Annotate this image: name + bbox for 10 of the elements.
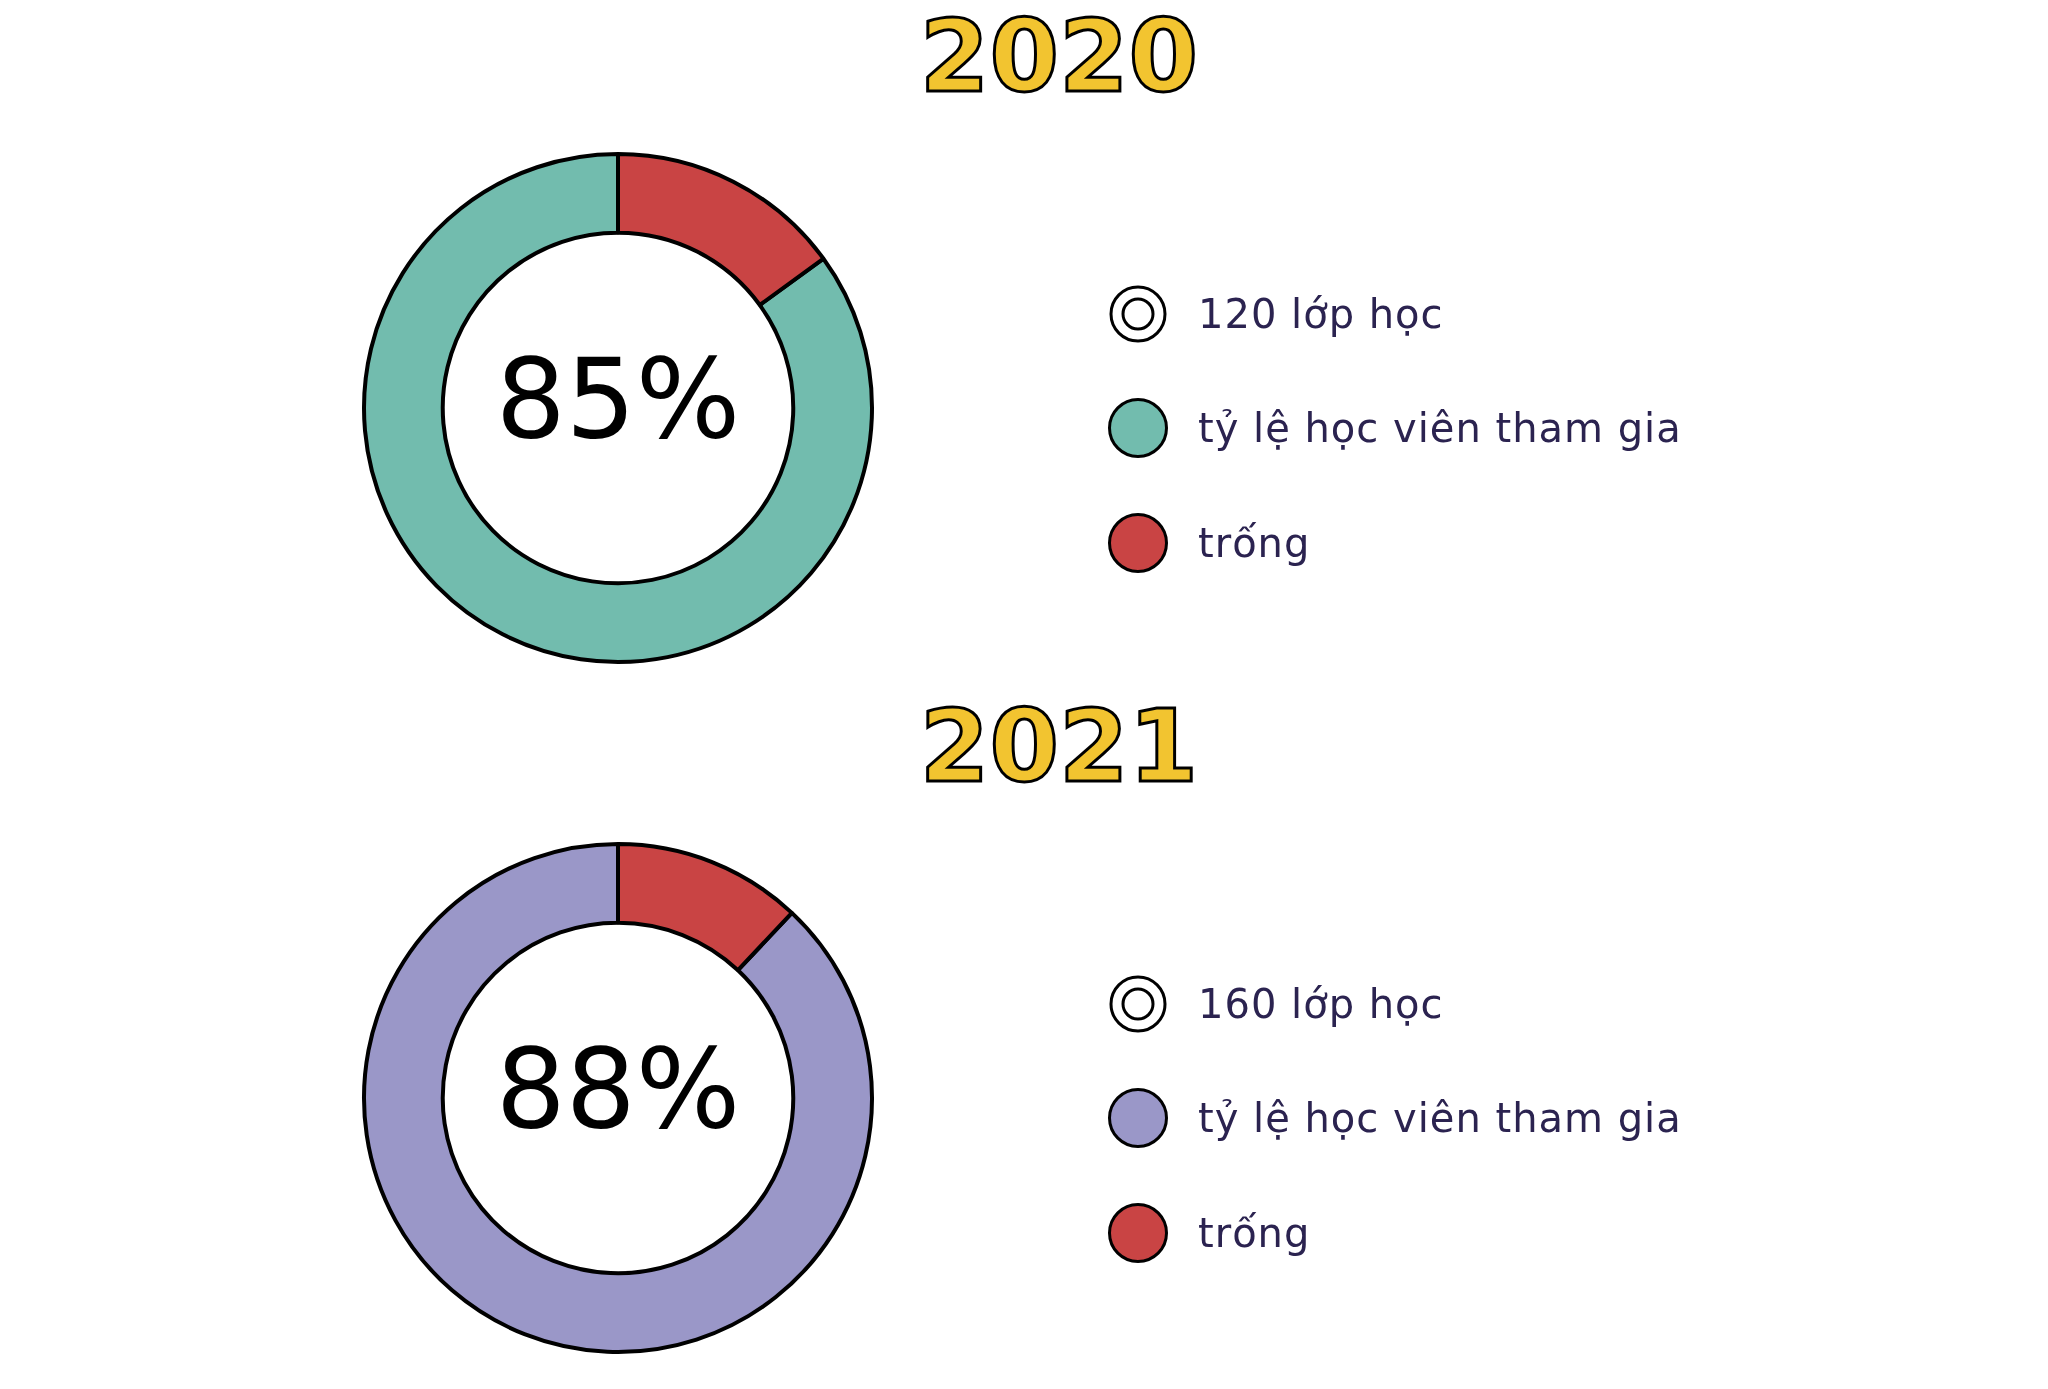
legend-label: trống: [1198, 1209, 1311, 1256]
legend-label: tỷ lệ học viên tham gia: [1198, 1094, 1682, 1141]
chart-title: 2021: [918, 688, 1200, 805]
text: 120 lớp học: [1198, 291, 1444, 337]
legend-label: trống: [1198, 519, 1311, 566]
data-label: 88%: [495, 1024, 741, 1153]
legend-label: tỷ lệ học viên tham gia: [1198, 404, 1682, 451]
data-label: 85%: [495, 334, 741, 463]
text: 160 lớp học: [1198, 981, 1444, 1027]
chart-title: 2020: [918, 0, 1200, 115]
